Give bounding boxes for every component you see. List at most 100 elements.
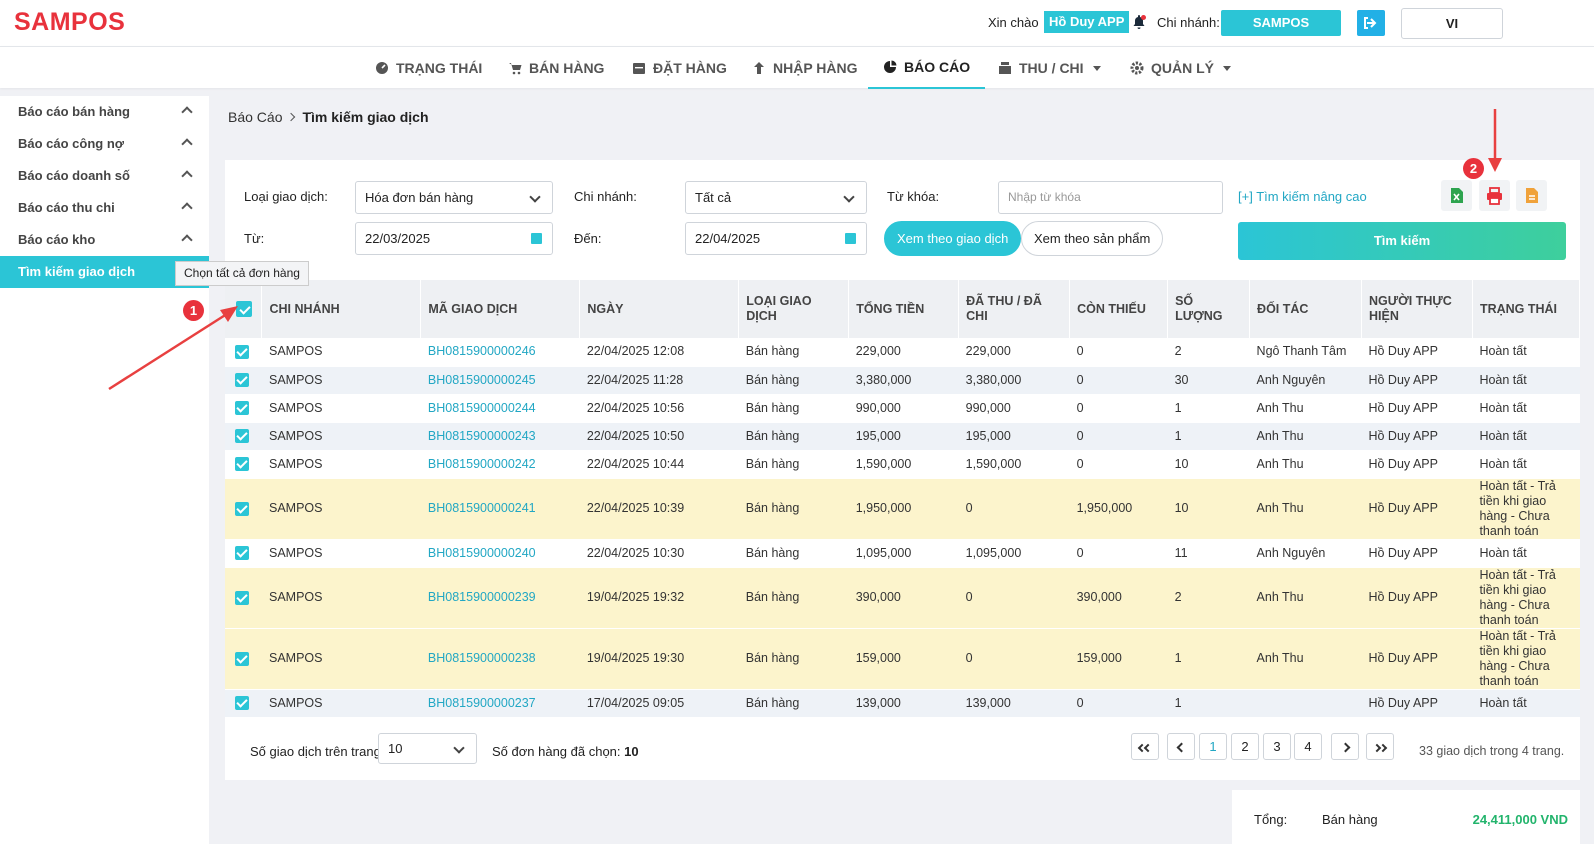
last-page-button[interactable] [1366, 733, 1394, 760]
table-row[interactable]: SAMPOS BH0815900000244 22/04/2025 10:56 Bán… [225, 394, 1580, 423]
cart-icon [509, 63, 522, 75]
column-header[interactable]: LOẠI GIAO DỊCH [738, 280, 850, 338]
keyword-input[interactable]: Nhập từ khóa [998, 181, 1223, 214]
page-button-4[interactable]: 4 [1294, 733, 1322, 760]
transaction-code-link[interactable]: BH0815900000242 [427, 456, 536, 471]
transaction-code-link[interactable]: BH0815900000241 [427, 501, 536, 515]
language-selector[interactable]: VI [1401, 8, 1503, 39]
table-row[interactable]: SAMPOS BH0815900000241 22/04/2025 10:39 Bán… [225, 478, 1580, 540]
from-date-input[interactable]: 22/03/2025 [355, 222, 553, 255]
table-cell: SAMPOS [261, 539, 421, 568]
row-checkbox[interactable] [235, 344, 249, 359]
select-all-checkbox[interactable] [236, 301, 252, 317]
logout-button[interactable] [1357, 10, 1385, 36]
prev-page-button[interactable] [1167, 733, 1195, 760]
column-header[interactable]: TỔNG TIỀN [848, 280, 960, 338]
column-header[interactable]: CÒN THIẾU [1069, 280, 1169, 338]
column-header[interactable]: NGÀY [579, 280, 740, 338]
row-checkbox[interactable] [235, 651, 249, 666]
column-header[interactable]: TRẠNG THÁI [1472, 280, 1581, 338]
chevron-up-icon [181, 202, 193, 214]
nav-trang-thai[interactable]: TRẠNG THÁI [375, 47, 482, 89]
row-checkbox[interactable] [235, 501, 249, 516]
bell-icon[interactable] [1131, 14, 1147, 30]
export-file-button[interactable] [1516, 180, 1547, 211]
first-page-button[interactable] [1131, 733, 1159, 760]
row-checkbox[interactable] [235, 457, 249, 472]
transaction-code-link[interactable]: BH0815900000246 [427, 344, 536, 359]
nav-ban-hang[interactable]: BÁN HÀNG [508, 47, 604, 89]
print-button[interactable] [1479, 180, 1510, 211]
sidebar-item-bao-cao-thu-chi[interactable]: Báo cáo thu chi [0, 192, 209, 224]
column-header[interactable]: CHI NHÁNH [261, 280, 422, 338]
row-checkbox[interactable] [235, 696, 249, 711]
nav-quan-ly[interactable]: QUẢN LÝ [1130, 47, 1231, 89]
logo[interactable]: SAMPOS [14, 8, 126, 36]
table-row[interactable]: SAMPOS BH0815900000245 22/04/2025 11:28 Bán… [225, 366, 1580, 395]
table-row[interactable]: SAMPOS BH0815900000242 22/04/2025 10:44 Bán… [225, 450, 1580, 479]
column-header[interactable]: MÃ GIAO DỊCH [420, 280, 581, 338]
transaction-type-value: Hóa đơn bán hàng [365, 190, 474, 205]
page-button-1[interactable]: 1 [1199, 733, 1227, 760]
view-by-transaction-button[interactable]: Xem theo giao dịch [884, 221, 1022, 256]
transaction-code-link[interactable]: BH0815900000244 [427, 400, 536, 415]
annotation-arrow-1 [108, 306, 238, 391]
per-page-select[interactable]: 10 [378, 733, 477, 764]
advanced-search-link[interactable]: [+] Tìm kiếm nâng cao [1238, 189, 1367, 204]
table-row[interactable]: SAMPOS BH0815900000240 22/04/2025 10:30 Bán… [225, 539, 1580, 568]
sidebar-item-bao-cao-doanh-so[interactable]: Báo cáo doanh số [0, 160, 209, 192]
view-by-product-button[interactable]: Xem theo sản phẩm [1021, 221, 1164, 256]
nav-dat-hang[interactable]: ĐẶT HÀNG [632, 47, 727, 89]
selected-value: 10 [624, 744, 639, 759]
user-badge[interactable]: Hồ Duy APP [1044, 11, 1130, 33]
table-cell: 159,000 [1069, 628, 1168, 690]
search-button[interactable]: Tìm kiếm [1238, 222, 1566, 260]
sidebar-item-bao-cao-cong-no[interactable]: Báo cáo công nợ [0, 128, 209, 160]
nav-bao-cao[interactable]: BÁO CÁO [868, 47, 986, 89]
table-header-row: CHI NHÁNH MÃ GIAO DỊCH NGÀY LOẠI GIAO DỊ… [225, 280, 1581, 338]
branch-selector-button[interactable]: SAMPOS [1221, 10, 1341, 36]
nav-nhap-hang[interactable]: NHẬP HÀNG [752, 47, 858, 89]
page-button-3[interactable]: 3 [1263, 733, 1291, 760]
table-cell: Hoàn tất [1472, 394, 1580, 423]
table-cell: Hoàn tất - Trả tiền khi giao hàng - Chưa… [1472, 567, 1580, 629]
table-row[interactable]: SAMPOS BH0815900000243 22/04/2025 10:50 Bán… [225, 422, 1580, 451]
transaction-code-link[interactable]: BH0815900000243 [427, 428, 536, 443]
next-page-button[interactable] [1331, 733, 1359, 760]
table-cell: 1,095,000 [958, 539, 1070, 568]
table-cell: SAMPOS [261, 567, 421, 629]
transaction-code-link[interactable]: BH0815900000245 [427, 372, 536, 387]
pagination-summary: 33 giao dịch trong 4 trang. [1419, 744, 1565, 758]
column-header[interactable]: SỐ LƯỢNG [1167, 280, 1251, 338]
nav-thu-chi[interactable]: THU / CHI [998, 47, 1101, 89]
row-checkbox[interactable] [235, 429, 249, 444]
sidebar-item-bao-cao-kho[interactable]: Báo cáo kho [0, 224, 209, 256]
column-header[interactable]: NGƯỜI THỰC HIỆN [1361, 280, 1473, 338]
row-select-cell [225, 450, 262, 479]
row-checkbox[interactable] [235, 373, 249, 388]
table-row[interactable]: SAMPOS BH0815900000239 19/04/2025 19:32 Bán… [225, 567, 1580, 629]
column-header[interactable]: ĐỐI TÁC [1249, 280, 1362, 338]
selected-label: Số đơn hàng đã chọn: [492, 744, 621, 759]
transaction-code-link[interactable]: BH0815900000239 [427, 590, 536, 604]
table-cell: Hồ Duy APP [1361, 567, 1473, 629]
transaction-code-link[interactable]: BH0815900000237 [427, 695, 536, 710]
table-cell: 139,000 [958, 689, 1070, 718]
sidebar-item-tim-kiem-giao-dich[interactable]: Tìm kiếm giao dịch [0, 256, 209, 288]
page-button-2[interactable]: 2 [1231, 733, 1259, 760]
row-checkbox[interactable] [235, 590, 249, 605]
transaction-code-link[interactable]: BH0815900000238 [427, 651, 536, 665]
to-date-input[interactable]: 22/04/2025 [685, 222, 867, 255]
table-row[interactable]: SAMPOS BH0815900000238 19/04/2025 19:30 Bán… [225, 628, 1580, 690]
transaction-code-link[interactable]: BH0815900000240 [427, 545, 536, 560]
table-row[interactable]: SAMPOS BH0815900000246 22/04/2025 12:08 Bán… [225, 338, 1580, 367]
sidebar-item-bao-cao-ban-hang[interactable]: Báo cáo bán hàng [0, 96, 209, 128]
table-row[interactable]: SAMPOS BH0815900000237 17/04/2025 09:05 Bán… [225, 689, 1580, 718]
row-checkbox[interactable] [235, 546, 249, 561]
export-excel-button[interactable] [1441, 180, 1472, 211]
row-checkbox[interactable] [235, 401, 249, 416]
branch-filter-select[interactable]: Tất cả [685, 181, 867, 214]
breadcrumb-parent[interactable]: Báo Cáo [228, 109, 283, 125]
transaction-type-select[interactable]: Hóa đơn bán hàng [355, 181, 553, 214]
column-header[interactable]: ĐÃ THU / ĐÃ CHI [958, 280, 1071, 338]
